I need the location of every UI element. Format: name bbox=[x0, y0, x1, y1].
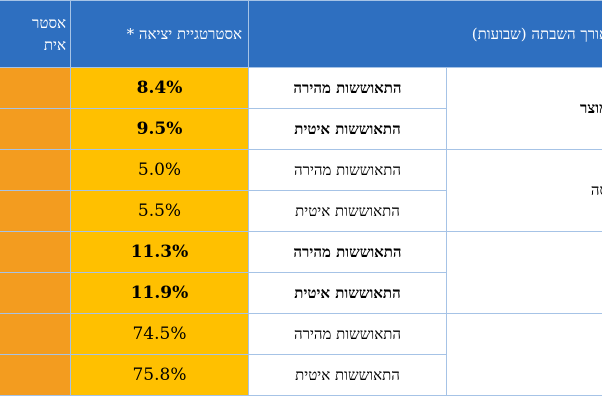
recovery-label: התאוששות איטית bbox=[248, 354, 447, 396]
value-cell: 11.9% bbox=[70, 272, 249, 314]
group-label bbox=[445, 231, 602, 314]
value-cell: 11.3% bbox=[70, 231, 249, 273]
table-row: 11.3% התאוששות מהירה bbox=[0, 231, 602, 314]
value-cell: 74.5% bbox=[70, 313, 249, 355]
value-cell: 5.5% bbox=[70, 190, 249, 232]
header-exit-strategy: אסטרטגיית יציאה * bbox=[70, 0, 249, 68]
left-cell bbox=[0, 354, 71, 396]
recovery-label: התאוששות מהירה bbox=[248, 149, 447, 191]
header-shutdown-length: אורך השבתה (שבועות) bbox=[247, 0, 602, 68]
value-cell: 8.4% bbox=[70, 67, 249, 109]
left-cell bbox=[0, 149, 71, 191]
recovery-label: התאוששות איטית bbox=[248, 190, 447, 232]
table-row: 11.9% התאוששות איטית bbox=[0, 272, 602, 314]
left-cell bbox=[0, 67, 71, 109]
group-label: מוצר bbox=[445, 67, 602, 150]
table-row: 74.5% התאוששות מהירה bbox=[0, 313, 602, 396]
left-cell bbox=[0, 313, 71, 355]
recovery-label: התאוששות מהירה bbox=[248, 313, 447, 355]
recovery-label: התאוששות איטית bbox=[248, 108, 447, 150]
left-cell bbox=[0, 272, 71, 314]
group-label bbox=[445, 313, 602, 396]
header-row: אסטר אית אסטרטגיית יציאה * אורך השבתה (שב… bbox=[0, 0, 602, 68]
recovery-label: התאוששות איטית bbox=[248, 272, 447, 314]
value-cell: 9.5% bbox=[70, 108, 249, 150]
table-row: 75.8% התאוששות איטית bbox=[0, 354, 602, 396]
left-cell bbox=[0, 108, 71, 150]
group-label: סה bbox=[445, 149, 602, 232]
table-row: 9.5% התאוששות איטית bbox=[0, 108, 602, 150]
left-cell bbox=[0, 231, 71, 273]
left-cell bbox=[0, 190, 71, 232]
header-left-strategy: אסטר אית bbox=[0, 0, 71, 68]
table-row: 5.0% התאוששות מהירה סה bbox=[0, 149, 602, 232]
value-cell: 75.8% bbox=[70, 354, 249, 396]
recovery-label: התאוששות מהירה bbox=[248, 67, 447, 109]
table-row: 8.4% התאוששות מהירה מוצר bbox=[0, 67, 602, 150]
value-cell: 5.0% bbox=[70, 149, 249, 191]
recovery-label: התאוששות מהירה bbox=[248, 231, 447, 273]
